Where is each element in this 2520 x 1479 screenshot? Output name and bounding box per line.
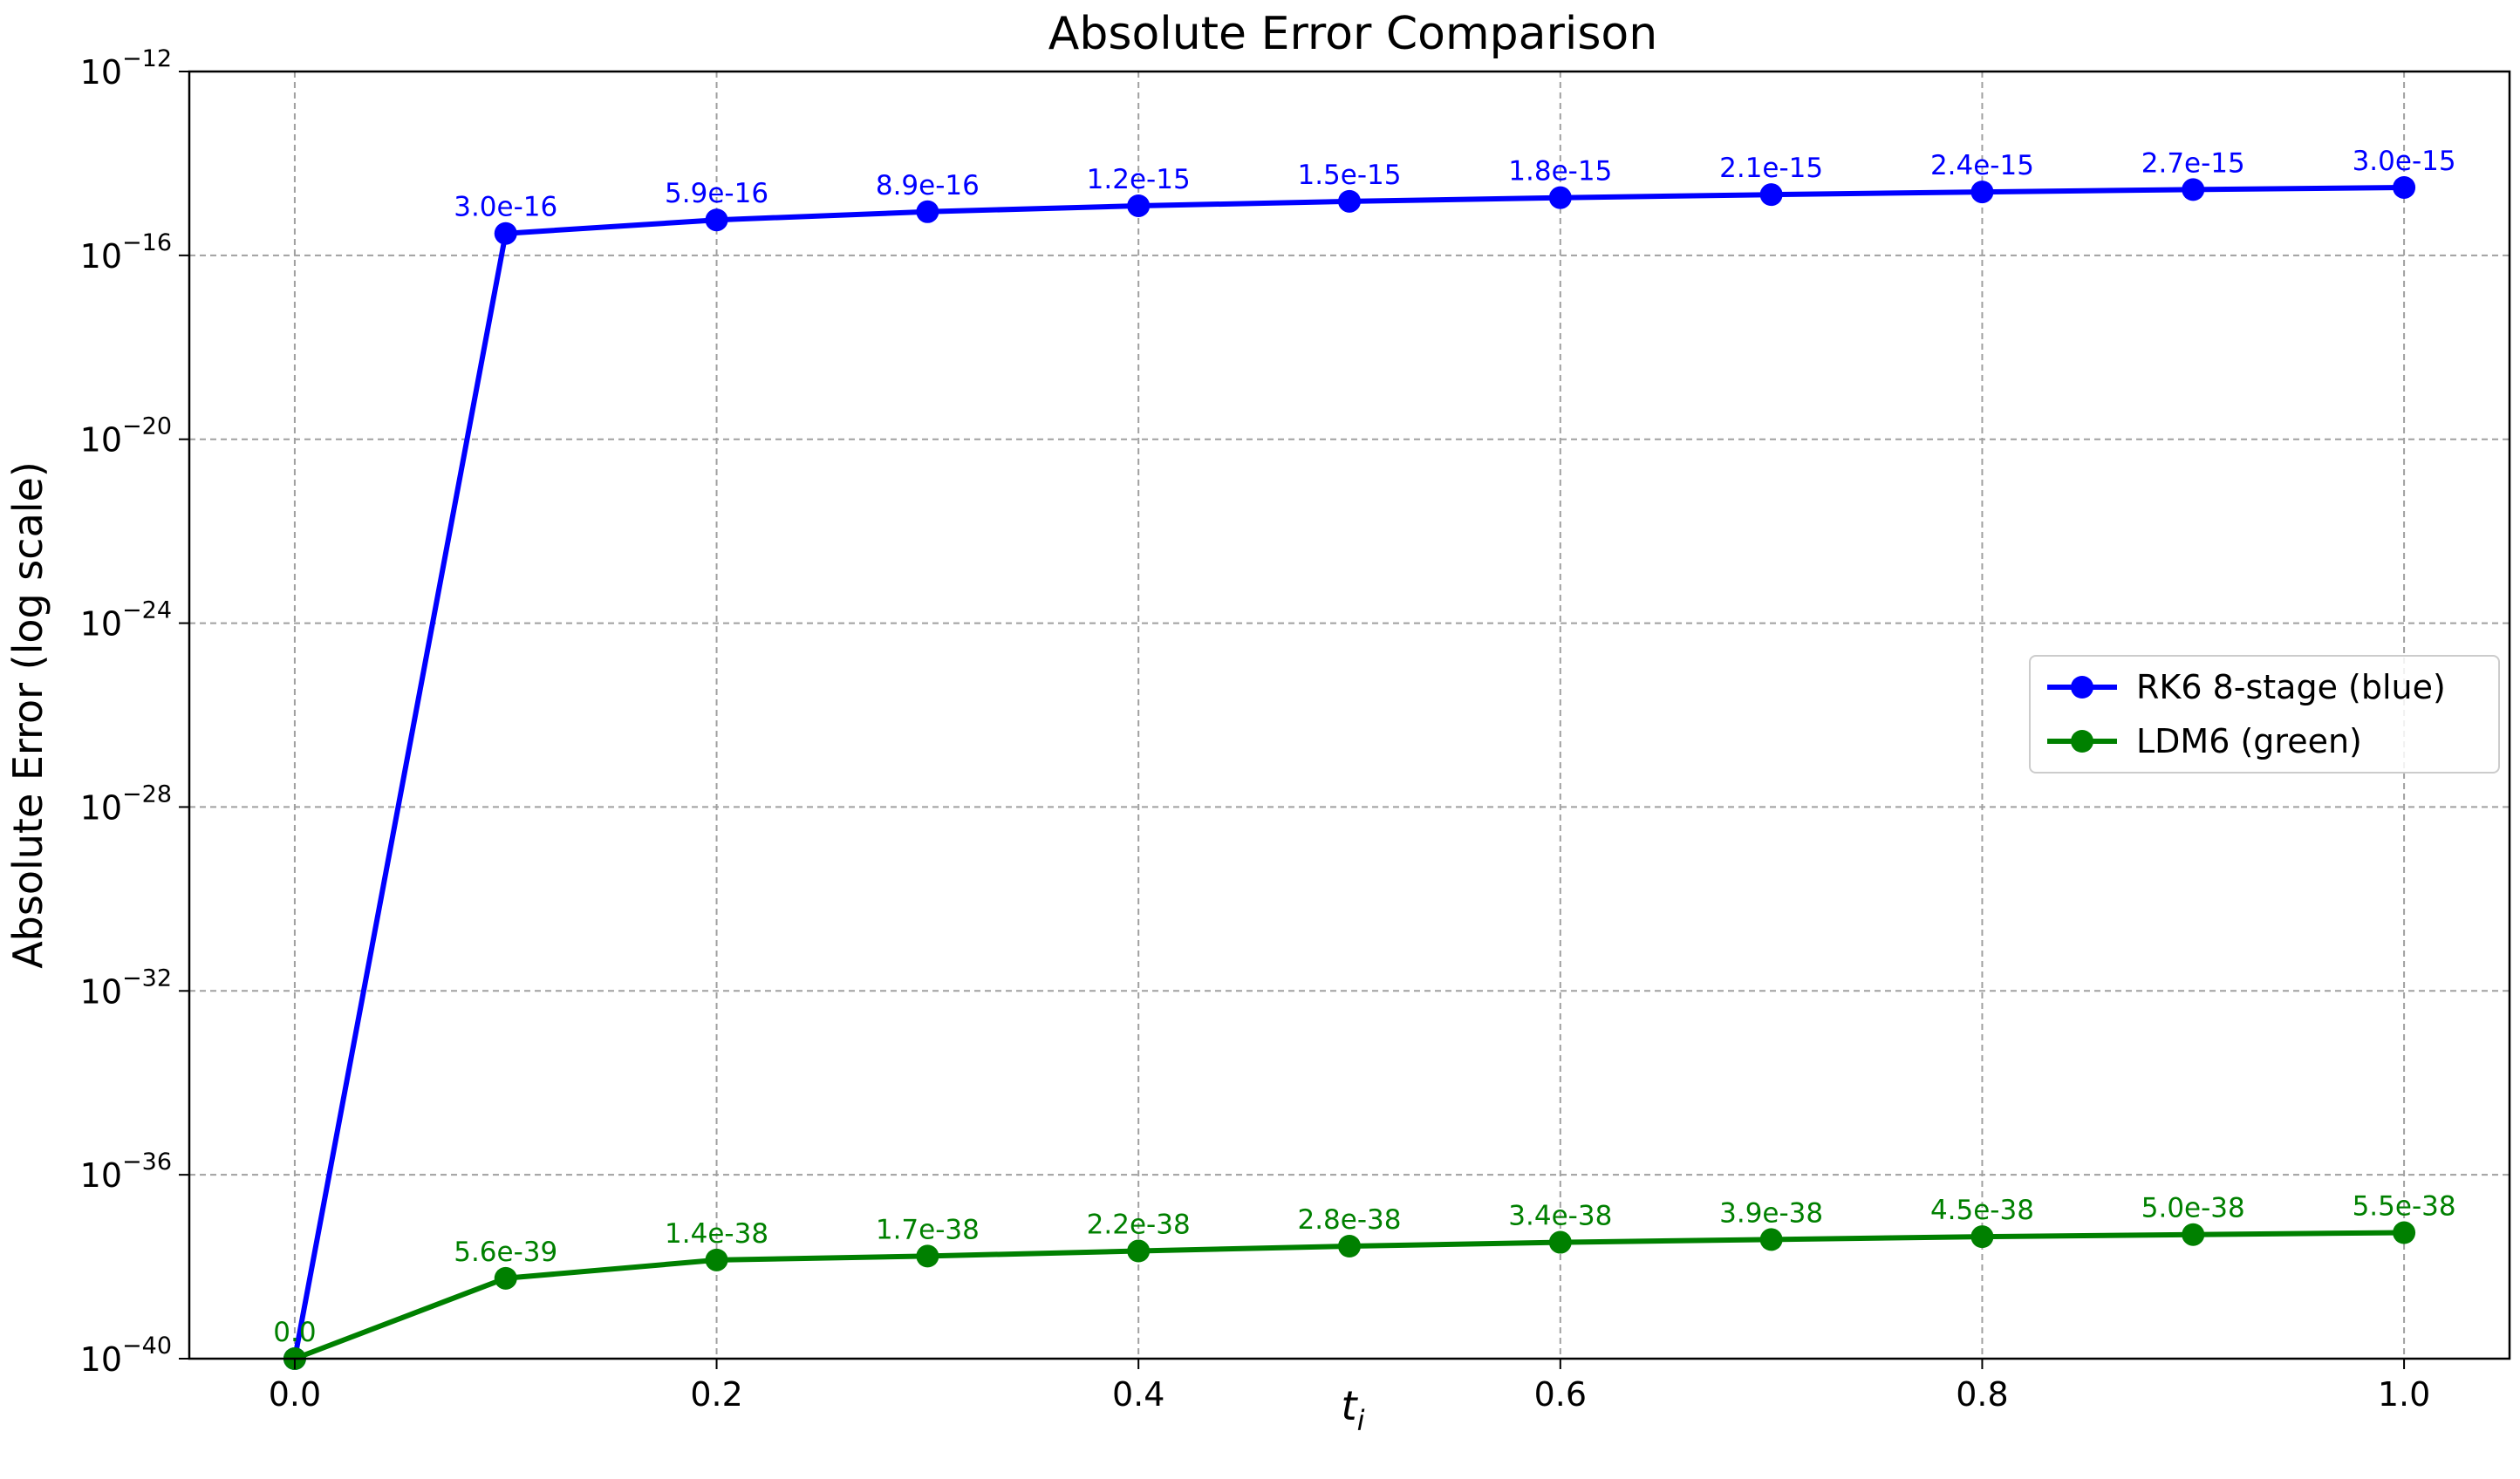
y-tick-label: 10−32 [80,964,172,1011]
x-axis-label: ti [1342,1382,1365,1437]
series-1-point [2182,178,2205,201]
series-1-data-label: 2.7e-15 [2141,147,2245,179]
y-tick-label: 10−12 [80,45,172,92]
series-2-point [1548,1230,1572,1254]
series-1-data-label: 3.0e-15 [2353,146,2456,177]
series-2-data-label: 1.7e-38 [876,1214,980,1245]
series-1-point [1127,194,1151,217]
series-1-point [705,208,728,232]
series-2-point [2393,1221,2416,1244]
series-1-data-label: 1.5e-15 [1297,160,1401,191]
series-layer [283,175,2416,1370]
y-tick-label: 10−16 [80,229,172,276]
series-2-point [705,1248,728,1271]
series-2-data-label: 0.0 [273,1317,316,1348]
series-2-point [1759,1228,1783,1251]
x-tick-label: 0.4 [1112,1375,1164,1414]
legend-swatch-marker [2071,676,2093,699]
series-1-point [494,222,517,245]
series-1-point [2393,175,2416,199]
y-tick-label: 10−40 [80,1332,172,1379]
series-1-data-label: 3.0e-16 [454,192,557,223]
series-2-point [1970,1225,1994,1249]
series-1-data-label: 1.2e-15 [1087,164,1191,195]
series-2-point [494,1266,517,1290]
legend-entry: RK6 8-stage (blue) [2136,668,2446,706]
series-1-point [1548,186,1572,209]
series-2-data-label: 2.8e-38 [1297,1204,1401,1236]
series-1-data-label: 5.9e-16 [665,178,768,209]
x-tick-label: 0.2 [690,1375,742,1414]
chart-title: Absolute Error Comparison [1048,8,1657,60]
legend-box [2029,655,2500,774]
legend: RK6 8-stage (blue) LDM6 (green) [2029,655,2500,774]
series-1-data-label: 8.9e-16 [876,170,980,201]
series-2-data-label: 5.5e-38 [2353,1191,2456,1223]
x-tick-label: 0.0 [269,1375,321,1414]
series-2-data-label: 3.4e-38 [1508,1201,1612,1232]
series-1-data-label: 1.8e-15 [1508,156,1612,187]
legend-swatch-marker [2071,730,2093,753]
y-tick-label: 10−28 [80,780,172,827]
series-2-point [916,1244,939,1268]
y-tick-label: 10−24 [80,597,172,644]
series-2-point [1127,1239,1151,1263]
series-1-data-label: 2.4e-15 [1930,150,2034,181]
y-tick-label: 10−36 [80,1148,172,1195]
series-2-point [2182,1223,2205,1246]
x-tick-label: 1.0 [2378,1375,2430,1414]
axis-ticks: 0.0 0.2 0.4 0.6 0.8 1.0 10−12 10−16 10−20 10−24 10… [80,45,2431,1414]
legend-entry: LDM6 (green) [2136,722,2362,760]
series-1-point [916,200,939,223]
data-labels: 3.0e-16 5.9e-16 8.9e-16 1.2e-15 1.5e-15 1.8e-… [273,146,2455,1348]
series-2-data-label: 2.2e-38 [1087,1210,1191,1241]
series-2-data-label: 1.4e-38 [665,1218,768,1250]
y-axis-label: Absolute Error (log scale) [4,461,51,969]
series-2-data-label: 4.5e-38 [1930,1195,2034,1226]
series-2-data-label: 5.0e-38 [2141,1193,2245,1224]
series-1-point [1338,189,1361,213]
y-tick-label: 10−20 [80,413,172,460]
series-2-data-label: 5.6e-39 [454,1237,557,1268]
series-1-data-label: 2.1e-15 [1719,153,1823,184]
series-2-data-label: 3.9e-38 [1719,1197,1823,1229]
series-1-point [1759,183,1783,207]
plot-frame [188,70,2511,1360]
series-2-point [1338,1234,1361,1257]
x-tick-label: 0.6 [1534,1375,1587,1414]
series-1-point [1970,181,1994,204]
x-tick-label: 0.8 [1956,1375,2008,1414]
